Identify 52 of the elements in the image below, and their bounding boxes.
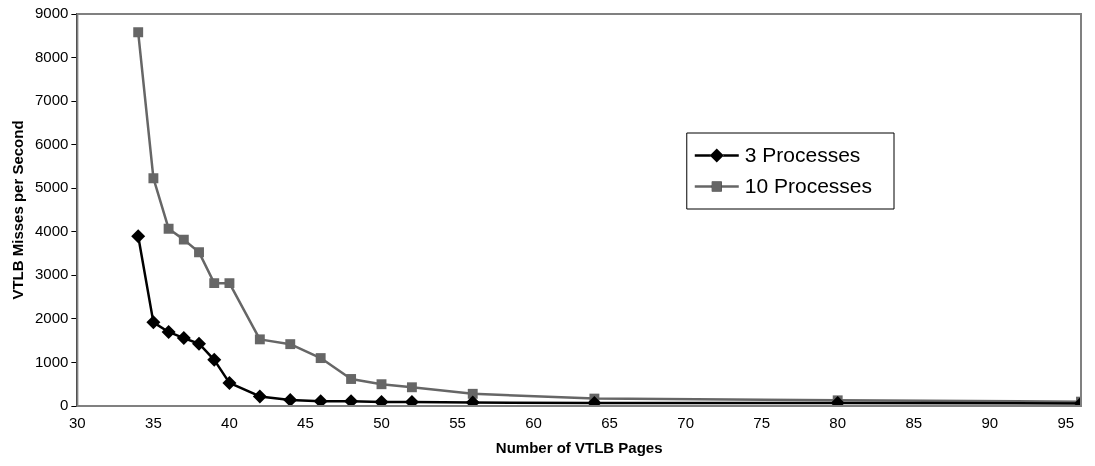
point [176, 331, 191, 346]
x-tick-label: 95 [1057, 414, 1075, 432]
x-tick-label: 75 [753, 414, 771, 432]
point [209, 278, 220, 289]
x-tick-label: 60 [525, 414, 542, 432]
x-tick-label: 40 [221, 414, 238, 432]
point [346, 374, 357, 384]
point [406, 382, 417, 393]
point [133, 27, 144, 38]
point [194, 247, 204, 258]
point [254, 334, 265, 345]
point [222, 375, 237, 390]
point [148, 173, 159, 184]
y-tick-label: 9000 [34, 4, 69, 22]
y-tick-label: 4000 [34, 221, 69, 239]
legend-label: 3 Processes [744, 143, 861, 167]
x-tick-label: 45 [297, 414, 314, 432]
point [376, 379, 387, 390]
x-tick-label: 80 [829, 414, 847, 432]
y-tick-label: 2000 [34, 309, 69, 327]
x-tick-label: 30 [69, 414, 86, 432]
point [146, 315, 161, 330]
y-tick-label: 1000 [34, 352, 69, 370]
x-tick-label: 35 [145, 414, 162, 432]
x-tick-label: 50 [373, 414, 390, 432]
point [283, 392, 298, 406]
y-axis-title: VTLB Misses per Second [9, 120, 27, 300]
y-tick-label: 5000 [34, 178, 69, 196]
point [313, 394, 328, 406]
point [161, 324, 176, 339]
point [163, 223, 174, 234]
x-tick-label: 70 [677, 414, 694, 432]
point [178, 234, 189, 245]
y-tick-label: 7000 [34, 91, 69, 109]
x-tick-label: 90 [981, 414, 999, 432]
y-tick-label: 3000 [34, 265, 69, 283]
point [344, 394, 359, 406]
y-tick-label: 8000 [34, 47, 69, 65]
point [315, 353, 326, 364]
point [192, 336, 207, 351]
point [207, 352, 222, 367]
point [285, 339, 296, 350]
y-tick-label: 0 [60, 396, 69, 414]
x-tick-label: 85 [905, 414, 923, 432]
legend-label: 10 Processes [744, 174, 872, 198]
point [252, 389, 267, 404]
y-tick-label: 6000 [34, 134, 69, 152]
x-axis-title: Number of VTLB Pages [495, 439, 663, 457]
x-tick-label: 55 [449, 414, 466, 432]
point [224, 278, 235, 289]
x-tick-label: 65 [601, 414, 618, 432]
point [131, 229, 146, 244]
